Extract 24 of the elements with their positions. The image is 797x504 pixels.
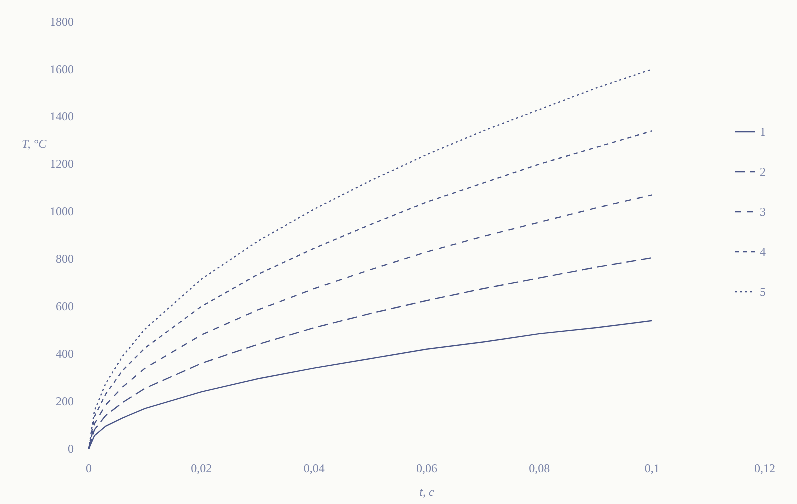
x-tick-label: 0,08 xyxy=(529,462,550,476)
y-tick-label: 600 xyxy=(56,300,74,314)
legend-label: 3 xyxy=(760,205,766,219)
x-tick-label: 0,04 xyxy=(304,462,325,476)
y-tick-label: 1800 xyxy=(50,14,74,29)
y-axis-title: T, °C xyxy=(22,137,48,151)
y-tick-label: 1400 xyxy=(50,110,74,124)
x-axis-title: t, с xyxy=(420,485,435,499)
y-tick-label: 1200 xyxy=(50,157,74,172)
x-tick-label: 0,02 xyxy=(191,462,212,476)
x-tick-label: 0,06 xyxy=(416,462,438,476)
legend-label: 4 xyxy=(760,245,766,259)
y-tick-label: 400 xyxy=(56,346,74,361)
x-tick-label: 0 xyxy=(86,462,92,476)
legend-label: 1 xyxy=(760,125,766,139)
y-tick-label: 200 xyxy=(56,394,74,408)
y-tick-label: 1600 xyxy=(50,62,74,76)
legend-label: 5 xyxy=(760,285,766,299)
y-tick-label: 800 xyxy=(56,252,74,266)
legend-label: 2 xyxy=(760,165,766,179)
x-tick-label: 0,12 xyxy=(754,462,776,476)
y-tick-label: 0 xyxy=(68,442,74,456)
x-tick-label: 0,1 xyxy=(644,462,660,476)
y-tick-label: 1000 xyxy=(50,204,74,219)
